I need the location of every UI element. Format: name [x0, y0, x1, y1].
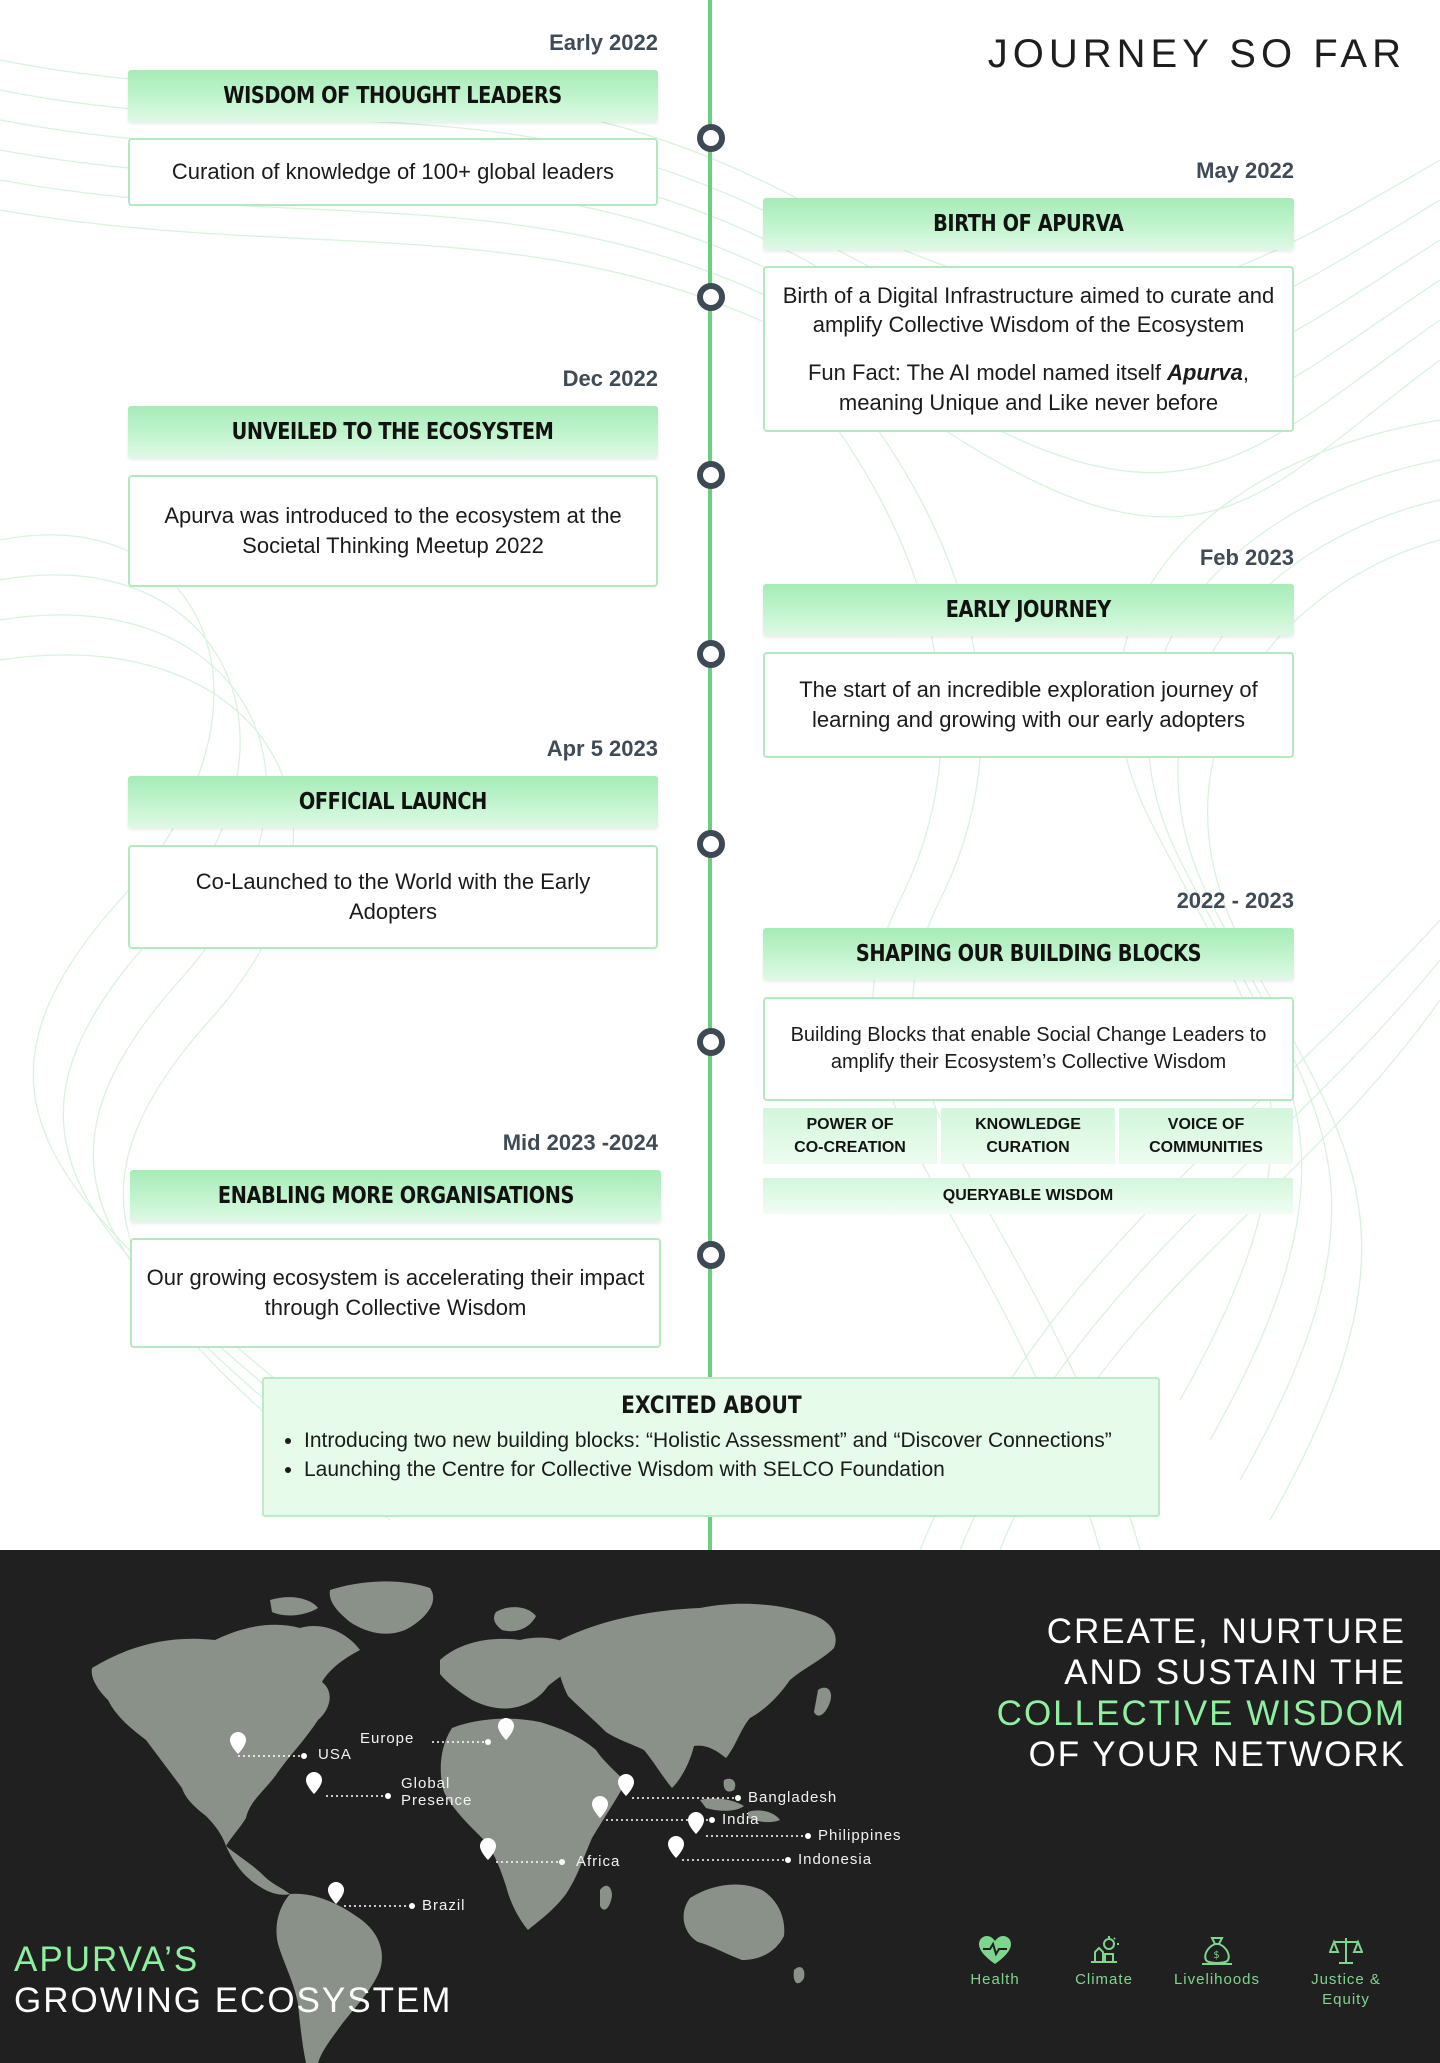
- milestone-description: Building Blocks that enable Social Chang…: [763, 997, 1294, 1101]
- milestone-heading: OFFICIAL LAUNCH: [299, 789, 487, 815]
- building-blocks: POWER OF CO-CREATION KNOWLEDGE CURATION VO…: [763, 1108, 1293, 1164]
- location-label-brazil: Brazil: [422, 1897, 466, 1914]
- cause-livelihoods: $ Livelihoods: [1162, 1936, 1272, 1990]
- milestone-description: The start of an incredible exploration j…: [763, 652, 1294, 758]
- milestone-header: OFFICIAL LAUNCH: [128, 776, 658, 828]
- timeline-node: [697, 461, 725, 489]
- location-label-india: India: [722, 1811, 760, 1828]
- milestone-body: Co-Launched to the World with the Early …: [195, 869, 591, 924]
- footer: USA Europe Global Presence Bangladesh In…: [0, 1550, 1440, 2063]
- cause-health: Health: [940, 1936, 1050, 1990]
- list-item: Launching the Centre for Collective Wisd…: [304, 1456, 1124, 1483]
- timeline-node: [697, 283, 725, 311]
- fun-fact-name: Apurva: [1167, 360, 1243, 385]
- location-pins: [230, 1718, 704, 1904]
- timeline-node: [697, 1028, 725, 1056]
- milestone-heading: WISDOM OF THOUGHT LEADERS: [223, 83, 563, 109]
- list-item: Introducing two new building blocks: “Ho…: [304, 1427, 1124, 1454]
- milestone-heading: UNVEILED TO THE ECOSYSTEM: [232, 419, 554, 445]
- fun-fact-text: , meaning Unique and Like never before: [838, 360, 1250, 415]
- location-label-philippines: Philippines: [818, 1827, 902, 1844]
- world-map-landmasses: [91, 1581, 836, 2063]
- cause-justice-equity: Justice & Equity: [1291, 1936, 1401, 2009]
- building-block: VOICE OF COMMUNITIES: [1119, 1108, 1293, 1164]
- timeline-line: [708, 0, 712, 1550]
- milestone-date: Feb 2023: [1199, 545, 1294, 570]
- excited-about-list: Introducing two new building blocks: “Ho…: [304, 1427, 1124, 1486]
- milestone-description: Curation of knowledge of 100+ global lea…: [128, 138, 658, 206]
- location-pin-icon: [480, 1838, 496, 1860]
- timeline-node: [697, 830, 725, 858]
- climate-icon: [1091, 1936, 1119, 1963]
- heart-pulse-icon: [979, 1936, 1011, 1964]
- location-pin-icon: [328, 1882, 344, 1904]
- milestone-date: 2022 - 2023: [1176, 888, 1294, 913]
- milestone-header: WISDOM OF THOUGHT LEADERS: [128, 70, 658, 122]
- excited-about-box: EXCITED ABOUT Introducing two new buildi…: [262, 1377, 1160, 1517]
- money-bag-icon: $: [1202, 1937, 1232, 1965]
- location-label-africa: Africa: [576, 1853, 621, 1870]
- location-label-europe: Europe: [360, 1730, 415, 1747]
- milestone-header: ENABLING MORE ORGANISATIONS: [130, 1170, 661, 1222]
- location-pin-icon: [688, 1812, 704, 1834]
- location-label-bangladesh: Bangladesh: [748, 1789, 838, 1806]
- milestone-body: Apurva was introduced to the ecosystem a…: [164, 503, 622, 558]
- milestone-header: SHAPING OUR BUILDING BLOCKS: [763, 928, 1294, 980]
- milestone-header: BIRTH OF APURVA: [763, 198, 1294, 250]
- milestone-date: Dec 2022: [562, 366, 658, 391]
- world-map: [91, 1581, 836, 2063]
- milestone-body: Building Blocks that enable Social Chang…: [790, 1024, 1267, 1073]
- location-label-indonesia: Indonesia: [798, 1851, 873, 1868]
- milestone-body: Curation of knowledge of 100+ global lea…: [171, 159, 615, 185]
- timeline-node: [697, 124, 725, 152]
- timeline-node: [697, 640, 725, 668]
- milestone-header: EARLY JOURNEY: [763, 584, 1294, 636]
- map-connectors: [238, 1739, 811, 1909]
- location-pin-icon: [668, 1836, 684, 1858]
- location-pin-icon: [306, 1772, 322, 1794]
- queryable-wisdom-bar: QUERYABLE WISDOM: [763, 1178, 1293, 1214]
- location-label-global: Global Presence: [401, 1775, 473, 1810]
- milestone-header: UNVEILED TO THE ECOSYSTEM: [128, 406, 658, 458]
- milestone-heading: BIRTH OF APURVA: [933, 211, 1124, 237]
- milestone-heading: ENABLING MORE ORGANISATIONS: [217, 1183, 574, 1209]
- milestone-body: Birth of a Digital Infrastructure aimed …: [782, 282, 1275, 338]
- building-block: KNOWLEDGE CURATION: [941, 1108, 1115, 1164]
- location-pin-icon: [592, 1796, 608, 1818]
- location-pin-icon: [230, 1732, 246, 1754]
- milestone-body: Our growing ecosystem is accelerating th…: [146, 1265, 645, 1320]
- location-label-usa: USA: [318, 1746, 352, 1763]
- milestone-date: Early 2022: [549, 30, 658, 55]
- milestone-description: Co-Launched to the World with the Early …: [128, 845, 658, 949]
- milestone-description: Our growing ecosystem is accelerating th…: [130, 1238, 661, 1348]
- milestone-description: Birth of a Digital Infrastructure aimed …: [763, 266, 1294, 432]
- milestone-heading: EARLY JOURNEY: [945, 597, 1112, 623]
- milestone-date: May 2022: [1196, 158, 1294, 183]
- milestone-description: Apurva was introduced to the ecosystem a…: [128, 475, 658, 587]
- location-pin-icon: [498, 1718, 514, 1740]
- ecosystem-title: APURVA’S GROWING ECOSYSTEM: [14, 1940, 453, 2020]
- tagline: CREATE, NURTURE AND SUSTAIN THE COLLECTI…: [996, 1612, 1406, 1774]
- milestone-heading: SHAPING OUR BUILDING BLOCKS: [855, 941, 1202, 967]
- building-block: POWER OF CO-CREATION: [763, 1108, 937, 1164]
- scales-icon: [1329, 1938, 1363, 1964]
- svg-text:$: $: [1213, 1950, 1220, 1961]
- timeline-node: [697, 1241, 725, 1269]
- excited-about-title: EXCITED ABOUT: [620, 1391, 802, 1419]
- milestone-date: Mid 2023 -2024: [502, 1130, 658, 1155]
- milestone-body: The start of an incredible exploration j…: [799, 677, 1258, 732]
- fun-fact: Fun Fact: The AI model named itself Apur…: [775, 358, 1282, 417]
- fun-fact-text: Fun Fact: The AI model named itself: [807, 360, 1168, 385]
- cause-climate: Climate: [1049, 1936, 1159, 1990]
- page-title: JOURNEY SO FAR: [987, 32, 1406, 76]
- location-pin-icon: [618, 1774, 634, 1796]
- milestone-date: Apr 5 2023: [546, 736, 658, 761]
